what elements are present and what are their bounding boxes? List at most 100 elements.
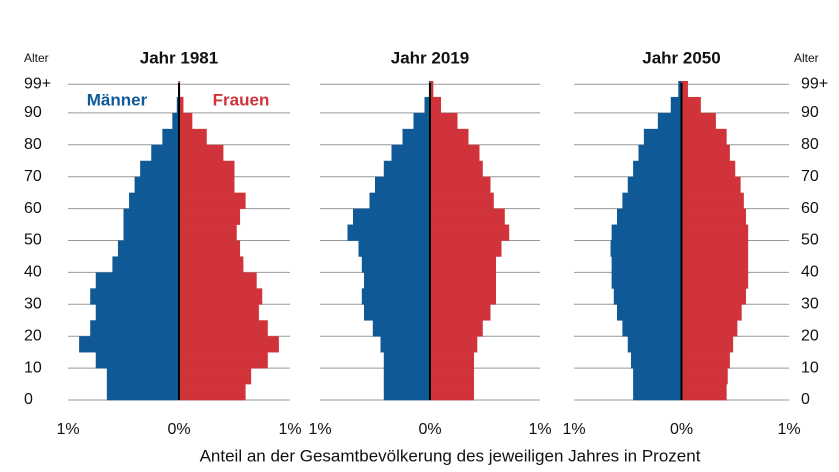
bar [622,320,682,337]
bar [430,320,483,337]
bar [383,384,430,401]
bar [106,384,179,401]
bar [430,128,469,146]
bar [430,176,491,193]
bar [140,160,179,177]
y-tick-label: 0 [801,391,810,408]
y-tick-label: 10 [801,359,819,376]
bar [430,192,494,209]
bar [383,160,430,177]
y-tick-label: 90 [801,104,819,121]
bar [176,96,179,114]
bar [364,272,430,289]
legend-label: Männer [87,90,148,109]
bar [633,160,682,177]
bar [129,192,179,209]
bar [430,352,474,369]
bar [123,224,179,241]
bar [117,240,179,257]
bar [430,240,502,257]
y-tick-label: 20 [24,327,42,344]
y-tick-label: 50 [801,232,819,249]
bar [670,96,682,114]
bar [611,272,682,289]
bar [430,160,483,177]
bar [633,368,682,385]
y-tick-label: 40 [801,264,819,281]
bar [681,320,738,337]
x-tick-label: 1% [308,421,331,438]
y-tick-label: 10 [24,359,42,376]
panel-title: Jahr 2019 [391,48,469,67]
bar [681,256,749,273]
bar [613,288,682,305]
x-axis-label: Anteil an der Gesamtbevölkerung des jewe… [200,446,701,465]
bar [172,112,179,130]
x-tick-label: 1% [56,421,79,438]
y-tick-label: 99+ [801,75,828,92]
x-tick-label: 1% [528,421,551,438]
bar [430,224,510,241]
bar [627,176,682,193]
bar [678,81,682,98]
y-axis-label: Alter [794,51,819,65]
panel-title: Jahr 1981 [140,48,218,67]
bar [402,128,430,146]
bar [611,224,682,241]
bar [95,272,179,289]
bar [430,96,441,114]
bar [681,208,746,225]
bar [681,304,742,321]
bar [611,256,682,273]
bar [681,144,730,162]
bar [430,272,496,289]
bar [95,352,179,369]
bar [681,368,728,385]
y-tick-label: 50 [24,232,42,249]
bar [179,256,244,273]
bar [361,256,430,273]
y-axis-label: Alter [24,51,49,65]
bar [151,144,179,162]
x-tick-label: 1% [562,421,585,438]
y-tick-label: 70 [24,168,42,185]
bar [361,288,430,305]
bar [681,288,746,305]
bar [179,384,246,401]
bar [179,144,224,162]
bar [430,384,474,401]
bar [681,272,749,289]
bar [681,81,688,98]
bar [430,304,491,321]
bar [681,240,749,257]
y-tick-label: 99+ [24,75,51,92]
bar [90,288,179,305]
bar [179,96,184,114]
y-tick-label: 80 [801,136,819,153]
bar [622,192,682,209]
y-tick-label: 70 [801,168,819,185]
bar [179,192,246,209]
bar [179,208,241,225]
y-tick-label: 30 [24,296,42,313]
bar [353,208,430,225]
y-tick-label: 90 [24,104,42,121]
bar [90,320,179,337]
y-tick-label: 30 [801,296,819,313]
bar [179,272,257,289]
x-tick-label: 0% [670,421,693,438]
bar [179,336,279,353]
bar [681,192,744,209]
bar [179,240,241,257]
bar [179,288,263,305]
bar [638,144,682,162]
bar [179,224,237,241]
y-tick-label: 20 [801,327,819,344]
bar [430,288,496,305]
bar [657,112,682,130]
bar [375,176,430,193]
bar [430,208,505,225]
y-tick-label: 40 [24,264,42,281]
x-tick-label: 0% [418,421,441,438]
